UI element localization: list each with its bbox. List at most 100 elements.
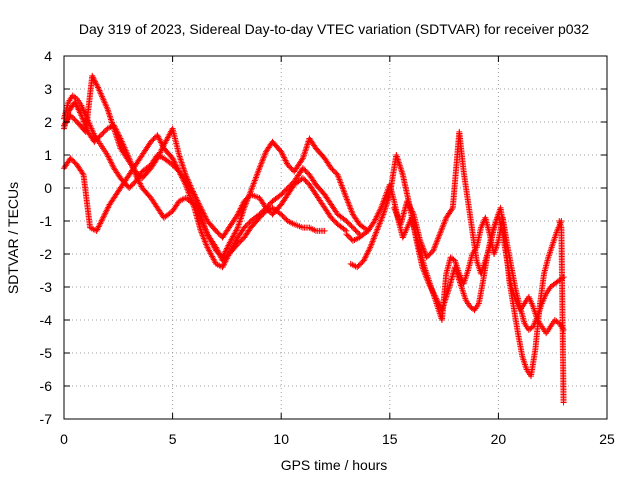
data-point [156, 136, 163, 143]
data-point [105, 153, 112, 160]
axis-ticks: 0 5 10 15 20 25 -7 -6 -5 -4 -3 -2 -1 0 1 2 3 4 [40, 48, 615, 447]
data-point [302, 147, 309, 154]
data-point [108, 160, 115, 167]
data-point [149, 137, 156, 144]
data-point [180, 165, 187, 172]
data-point [355, 262, 362, 269]
data-point [237, 216, 244, 223]
data-point [99, 216, 106, 223]
plot-area [61, 72, 567, 406]
data-point [298, 156, 305, 163]
data-point [128, 182, 135, 189]
y-tick-label: -7 [40, 411, 53, 427]
chart-title: Day 319 of 2023, Sidereal Day-to-day VTE… [79, 21, 589, 37]
data-point [178, 158, 185, 165]
data-point [101, 211, 108, 218]
data-point [235, 209, 242, 216]
y-tick-label: -5 [40, 345, 53, 361]
data-point [177, 155, 184, 162]
data-point [202, 215, 209, 222]
data-point [238, 237, 245, 244]
data-point [177, 156, 184, 163]
data-point [130, 181, 137, 188]
data-point [283, 158, 290, 165]
data-point [328, 165, 335, 172]
data-point [99, 130, 106, 137]
data-point [97, 219, 104, 226]
data-point [330, 167, 337, 174]
data-point [89, 74, 96, 81]
data-point [172, 161, 179, 168]
data-point [95, 223, 102, 230]
data-point [105, 110, 112, 117]
data-point [328, 214, 335, 221]
data-point [127, 183, 134, 190]
data-point [171, 159, 178, 166]
data-point [106, 113, 113, 120]
x-tick-label: 25 [599, 431, 615, 447]
data-point [303, 144, 310, 151]
data-point [173, 162, 180, 169]
data-point [236, 220, 243, 227]
data-point [179, 174, 186, 181]
data-point [236, 208, 243, 215]
data-point [181, 167, 188, 174]
data-point [214, 229, 221, 236]
x-axis-label: GPS time / hours [281, 457, 388, 473]
data-point [353, 228, 360, 235]
data-point [67, 155, 74, 162]
data-point [72, 94, 79, 101]
y-tick-label: 1 [44, 147, 52, 163]
y-tick-label: 4 [44, 48, 52, 64]
data-point [234, 211, 241, 218]
data-point [347, 221, 354, 228]
data-point [287, 164, 294, 171]
data-point [399, 170, 406, 177]
data-point [179, 175, 186, 182]
data-point [100, 129, 107, 136]
data-point [93, 227, 100, 234]
data-point [169, 155, 176, 162]
data-point [158, 147, 165, 154]
data-point [89, 72, 96, 79]
data-point [101, 128, 108, 135]
data-point [173, 164, 180, 171]
data-point [200, 210, 207, 217]
data-point [155, 135, 162, 142]
data-point [179, 161, 186, 168]
data-point [280, 153, 287, 160]
data-point [157, 138, 164, 145]
data-point [393, 152, 400, 158]
data-point [343, 231, 350, 238]
data-point [303, 179, 310, 186]
data-point [104, 152, 111, 158]
data-point [95, 224, 102, 231]
data-point [154, 132, 161, 139]
data-point [158, 139, 165, 146]
data-point [94, 83, 101, 90]
data-point [332, 218, 339, 225]
x-tick-label: 20 [491, 431, 507, 447]
data-point [109, 162, 116, 169]
data-point [68, 156, 75, 163]
data-point [344, 232, 351, 239]
data-point [95, 84, 102, 91]
data-point [155, 152, 162, 159]
data-point [176, 168, 183, 175]
x-tick-label: 10 [273, 431, 289, 447]
data-point [279, 151, 286, 158]
data-point [398, 167, 405, 174]
data-point [222, 248, 229, 255]
data-point [303, 143, 310, 150]
data-point [280, 188, 287, 195]
data-point [301, 149, 308, 156]
data-point [105, 154, 112, 161]
data-point [281, 156, 288, 163]
data-point [71, 116, 78, 123]
y-tick-label: -4 [40, 312, 53, 328]
data-point [157, 149, 164, 156]
data-point [102, 208, 109, 215]
data-point [397, 164, 404, 171]
data-point [159, 142, 166, 149]
data-point [236, 218, 243, 225]
